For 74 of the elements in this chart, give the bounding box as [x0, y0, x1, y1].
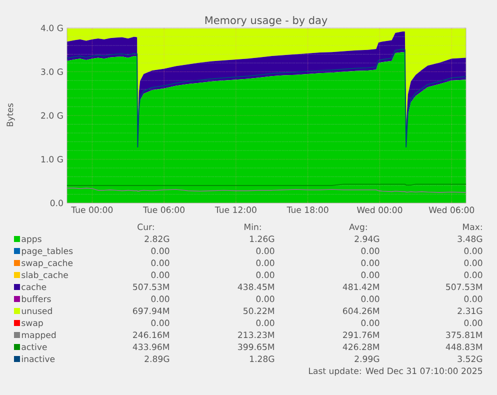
text: 2.99G — [354, 356, 380, 362]
text: 426.28M — [342, 344, 379, 350]
text: 3.52G — [458, 356, 482, 362]
text: Last update: Wed Dec 31 07:10:00 2025 — [309, 368, 482, 376]
text: 0.00 — [151, 260, 170, 266]
line-series — [67, 48, 466, 148]
text: 1.28G — [250, 356, 274, 362]
x-tick-label: Tue 12:00 — [214, 206, 256, 213]
text: 291.76M — [343, 332, 379, 338]
text: Cur: — [138, 224, 154, 230]
text: 0.00 — [361, 320, 380, 326]
chart-title: Memory usage - by day — [205, 16, 328, 26]
text: 0.00 — [464, 260, 482, 266]
text: 0.00 — [256, 272, 274, 278]
text: 246.16M — [133, 332, 169, 338]
text: 0.00 — [361, 296, 380, 302]
y-tick-label: 0.0 — [50, 200, 63, 206]
text: 0.00 — [361, 248, 380, 254]
y-tick-label: 2.0 G — [41, 112, 63, 119]
text: 507.53M — [446, 284, 482, 290]
y-tick-label: 4.0 G — [40, 24, 63, 32]
text: 0.00 — [151, 320, 170, 326]
x-tick-label: Tue 06:00 — [143, 206, 184, 213]
text: 433.96M — [132, 344, 169, 350]
text: 2.82G — [144, 236, 170, 242]
legend-label: slab_cache — [22, 272, 68, 280]
text: 2.94G — [354, 236, 380, 242]
y-tick-label: 1.0 G — [41, 156, 63, 162]
text: 399.65M — [238, 344, 274, 350]
text: 0.00 — [361, 260, 380, 266]
legend-label: swap_cache — [22, 260, 73, 268]
x-tick-label: Tue 00:00 — [71, 206, 113, 213]
text: 481.42M — [342, 284, 379, 290]
y-axis-title: Bytes — [6, 103, 15, 126]
legend-label: buffers — [22, 296, 51, 302]
legend-label: mapped — [22, 332, 56, 340]
x-tick-label: Wed 00:00 — [356, 206, 402, 214]
x-tick-label: Wed 06:00 — [428, 206, 474, 214]
text: 0.00 — [464, 296, 482, 302]
text: 0.00 — [256, 248, 274, 254]
text: 375.81M — [446, 332, 482, 338]
text: 0.00 — [256, 296, 274, 302]
legend-label: active — [22, 344, 47, 350]
text: 0.00 — [151, 248, 170, 254]
legend-label: swap — [22, 321, 43, 328]
legend-label: page_tables — [22, 248, 73, 256]
text: 0.00 — [256, 320, 274, 326]
legend-label: unused — [22, 308, 52, 314]
text: 0.00 — [464, 320, 482, 326]
text: 507.53M — [133, 284, 169, 290]
legend-label: cache — [22, 284, 46, 290]
text: Avg: — [349, 224, 367, 232]
text: 0.00 — [151, 272, 170, 278]
text: 0.00 — [256, 260, 274, 266]
text: 0.00 — [464, 248, 482, 254]
text: 604.26M — [343, 308, 379, 314]
legend-label: apps — [22, 237, 42, 244]
text: 0.00 — [151, 296, 170, 302]
legend-label: inactive — [22, 356, 55, 362]
text: 438.45M — [238, 284, 274, 290]
text: 50.22M — [244, 308, 274, 314]
x-tick-label: Tue 18:00 — [286, 206, 328, 213]
text: 3.48G — [458, 236, 482, 242]
text: 2.89G — [144, 356, 170, 362]
text: 1.26G — [250, 236, 274, 242]
text: 448.83M — [446, 344, 482, 350]
y-tick-label: 3.0 G — [41, 68, 63, 75]
text: 2.31G — [458, 308, 482, 314]
text: Max: — [463, 224, 482, 230]
text: Min: — [244, 224, 261, 230]
text: 213.23M — [238, 332, 274, 338]
text: 697.94M — [133, 308, 169, 314]
text: 0.00 — [361, 272, 380, 278]
text: 0.00 — [464, 272, 482, 278]
